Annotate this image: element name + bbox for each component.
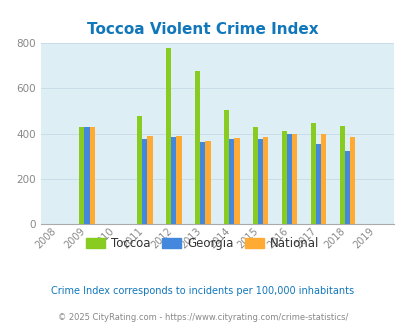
Bar xyxy=(228,139,234,224)
Text: Crime Index corresponds to incidents per 100,000 inhabitants: Crime Index corresponds to incidents per… xyxy=(51,286,354,296)
Bar xyxy=(349,137,354,224)
Bar xyxy=(315,144,320,224)
Bar xyxy=(142,139,147,224)
Bar xyxy=(90,127,94,224)
Bar xyxy=(252,127,258,224)
Bar xyxy=(147,136,152,224)
Bar xyxy=(194,71,200,224)
Bar xyxy=(166,48,171,224)
Bar xyxy=(344,151,349,224)
Text: © 2025 CityRating.com - https://www.cityrating.com/crime-statistics/: © 2025 CityRating.com - https://www.city… xyxy=(58,313,347,322)
Bar xyxy=(176,136,181,224)
Bar xyxy=(200,142,205,224)
Legend: Toccoa, Georgia, National: Toccoa, Georgia, National xyxy=(81,232,324,255)
Bar xyxy=(136,116,142,224)
Bar xyxy=(339,126,344,224)
Bar xyxy=(79,127,84,224)
Bar xyxy=(223,110,228,224)
Bar xyxy=(286,134,292,224)
Bar xyxy=(262,137,268,224)
Bar xyxy=(171,137,176,224)
Bar xyxy=(258,139,262,224)
Bar xyxy=(292,134,297,224)
Bar xyxy=(84,127,90,224)
Text: Toccoa Violent Crime Index: Toccoa Violent Crime Index xyxy=(87,22,318,37)
Bar xyxy=(205,141,210,224)
Bar xyxy=(234,138,239,224)
Bar xyxy=(310,123,315,224)
Bar xyxy=(320,134,326,224)
Bar xyxy=(281,131,286,224)
